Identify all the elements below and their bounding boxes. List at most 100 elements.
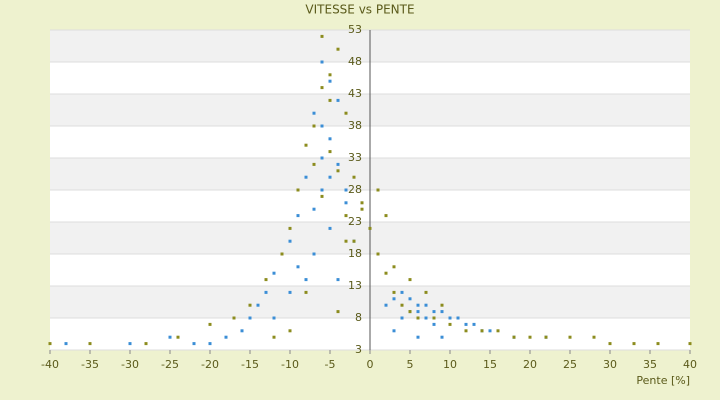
point (288, 239, 292, 243)
point (288, 290, 292, 294)
point (328, 137, 332, 141)
point (448, 322, 452, 326)
point (416, 316, 420, 320)
x-axis-label: Pente [%] (636, 374, 690, 387)
point (320, 188, 324, 192)
point (432, 310, 436, 314)
point (304, 290, 308, 294)
point (424, 290, 428, 294)
point (264, 290, 268, 294)
point (344, 111, 348, 115)
point (464, 322, 468, 326)
point (288, 329, 292, 333)
point (328, 98, 332, 102)
point (280, 252, 284, 256)
point (288, 226, 292, 230)
x-tick-label: 10 (443, 358, 457, 371)
point (296, 214, 300, 218)
point (496, 329, 500, 333)
point (512, 335, 516, 339)
y-tick-label: 38 (348, 119, 362, 132)
x-tick-label: 0 (367, 358, 374, 371)
point (376, 252, 380, 256)
point (456, 316, 460, 320)
point (528, 335, 532, 339)
point (64, 342, 68, 346)
x-tick-label: -20 (201, 358, 219, 371)
point (632, 342, 636, 346)
point (320, 60, 324, 64)
point (592, 335, 596, 339)
point (432, 322, 436, 326)
y-tick-label: 13 (348, 279, 362, 292)
point (328, 175, 332, 179)
point (440, 303, 444, 307)
point (392, 297, 396, 301)
point (408, 297, 412, 301)
point (384, 303, 388, 307)
y-tick-label: 3 (355, 343, 362, 356)
point (656, 342, 660, 346)
x-tick-label: -5 (325, 358, 336, 371)
point (448, 316, 452, 320)
point (304, 278, 308, 282)
y-tick-label: 33 (348, 151, 362, 164)
x-tick-label: 30 (603, 358, 617, 371)
point (480, 329, 484, 333)
point (88, 342, 92, 346)
point (352, 175, 356, 179)
point (240, 329, 244, 333)
point (248, 303, 252, 307)
point (360, 207, 364, 211)
point (336, 169, 340, 173)
point (312, 162, 316, 166)
point (248, 316, 252, 320)
point (472, 322, 476, 326)
y-tick-label: 53 (348, 23, 362, 36)
point (392, 329, 396, 333)
point (312, 207, 316, 211)
point (384, 214, 388, 218)
point (272, 316, 276, 320)
x-tick-label: 15 (483, 358, 497, 371)
point (408, 310, 412, 314)
point (320, 86, 324, 90)
x-tick-label: -25 (161, 358, 179, 371)
point (208, 342, 212, 346)
point (464, 329, 468, 333)
point (272, 335, 276, 339)
point (144, 342, 148, 346)
point (608, 342, 612, 346)
x-tick-label: -35 (81, 358, 99, 371)
point (544, 335, 548, 339)
y-tick-label: 28 (348, 183, 362, 196)
x-tick-label: -40 (41, 358, 59, 371)
point (416, 310, 420, 314)
point (392, 290, 396, 294)
point (320, 156, 324, 160)
point (408, 278, 412, 282)
point (224, 335, 228, 339)
point (336, 162, 340, 166)
x-tick-label: -30 (121, 358, 139, 371)
point (256, 303, 260, 307)
point (328, 150, 332, 154)
x-tick-label: 40 (683, 358, 697, 371)
point (368, 226, 372, 230)
point (344, 201, 348, 205)
point (336, 47, 340, 51)
point (376, 188, 380, 192)
x-tick-label: -10 (281, 358, 299, 371)
point (344, 239, 348, 243)
point (48, 342, 52, 346)
point (424, 316, 428, 320)
point (336, 98, 340, 102)
point (320, 194, 324, 198)
point (176, 335, 180, 339)
x-tick-label: -15 (241, 358, 259, 371)
point (128, 342, 132, 346)
point (304, 175, 308, 179)
point (416, 303, 420, 307)
y-tick-label: 43 (348, 87, 362, 100)
